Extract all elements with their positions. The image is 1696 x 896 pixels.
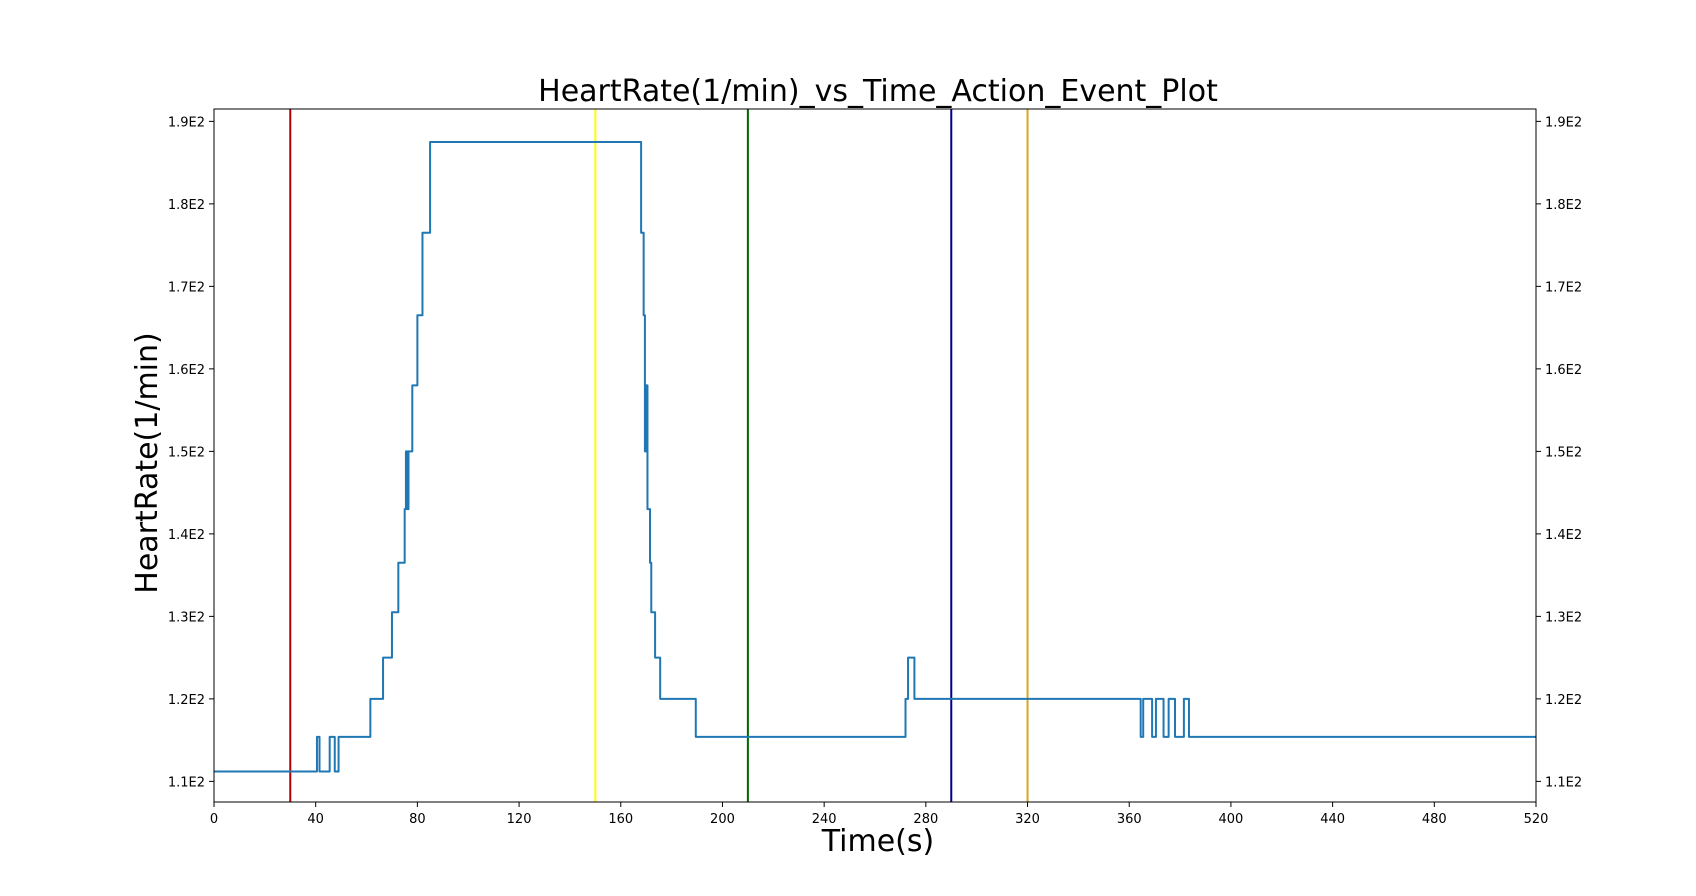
y-tick-label-right-4: 1.5E2 — [1545, 445, 1582, 460]
y-tick-label-left-2: 1.3E2 — [168, 610, 205, 625]
event-lines-layer — [289, 109, 1029, 802]
x-tick-label-13: 520 — [1524, 812, 1549, 827]
x-tick-label-7: 280 — [913, 812, 938, 827]
x-tick-label-9: 360 — [1117, 812, 1142, 827]
y-tick-label-right-5: 1.6E2 — [1545, 363, 1582, 378]
x-axis-label: Time(s) — [821, 824, 934, 859]
series-layer — [214, 141, 1536, 773]
y-tick-label-right-7: 1.8E2 — [1545, 198, 1582, 213]
y-tick-label-left-5: 1.6E2 — [168, 363, 205, 378]
x-tick-label-10: 400 — [1219, 812, 1244, 827]
y-tick-label-left-3: 1.4E2 — [168, 528, 205, 543]
x-tick-label-1: 40 — [307, 812, 324, 827]
y-tick-label-left-4: 1.5E2 — [168, 445, 205, 460]
x-tick-label-4: 160 — [608, 812, 633, 827]
y-tick-label-right-2: 1.3E2 — [1545, 610, 1582, 625]
x-tick-label-6: 240 — [812, 812, 837, 827]
x-tick-label-12: 480 — [1422, 812, 1447, 827]
y-tick-label-right-6: 1.7E2 — [1545, 280, 1582, 295]
y-axis-label: HeartRate(1/min) — [130, 332, 165, 593]
series-line-0 — [214, 141, 1536, 773]
x-tick-label-5: 200 — [710, 812, 735, 827]
x-tick-label-3: 120 — [507, 812, 532, 827]
y-tick-label-left-0: 1.1E2 — [168, 775, 205, 790]
x-tick-label-0: 0 — [210, 812, 218, 827]
y-tick-label-right-1: 1.2E2 — [1545, 693, 1582, 708]
y-tick-label-left-8: 1.9E2 — [168, 115, 205, 130]
chart-title: HeartRate(1/min)_vs_Time_Action_Event_Pl… — [538, 74, 1218, 109]
y-tick-label-left-7: 1.8E2 — [168, 198, 205, 213]
y-tick-label-right-0: 1.1E2 — [1545, 775, 1582, 790]
y-tick-label-right-8: 1.9E2 — [1545, 115, 1582, 130]
y-tick-label-right-3: 1.4E2 — [1545, 528, 1582, 543]
x-tick-label-8: 320 — [1015, 812, 1040, 827]
axes-layer: 0 40 80 120 160 200 240 280 320 360 400 440 480 520 1.… — [168, 115, 1582, 827]
plot-frame — [213, 108, 1537, 803]
x-tick-label-2: 80 — [409, 812, 426, 827]
y-tick-label-left-6: 1.7E2 — [168, 280, 205, 295]
y-tick-label-left-1: 1.2E2 — [168, 693, 205, 708]
x-tick-label-11: 440 — [1320, 812, 1345, 827]
